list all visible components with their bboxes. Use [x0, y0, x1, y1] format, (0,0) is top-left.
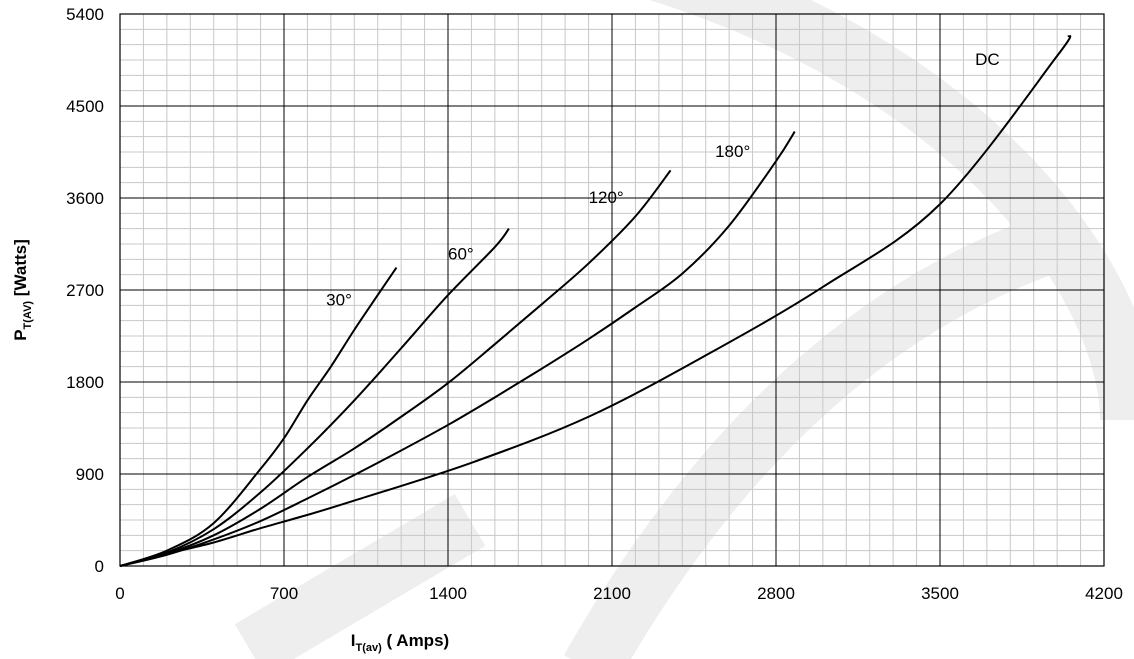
series-label-180: 180°: [715, 142, 750, 161]
x-axis-title: IT(av) ( Amps): [351, 631, 449, 654]
plot-frame: [119, 13, 1105, 567]
x-tick-label: 700: [270, 584, 298, 603]
x-tick-label: 3500: [921, 584, 959, 603]
y-tick-label: 2700: [66, 281, 104, 300]
y-axis-tick-labels: 0 900 1800 2700 3600 4500 5400: [66, 5, 104, 576]
series-label-30: 30°: [326, 290, 352, 309]
x-tick-label: 0: [115, 584, 124, 603]
x-tick-label: 2100: [593, 584, 631, 603]
series-labels: 30° 60° 120° 180° DC: [326, 50, 1000, 309]
x-axis-tick-labels: 0 700 1400 2100 2800 3500 4200: [115, 584, 1123, 603]
series-layer: [119, 34, 1072, 567]
series-line-30: [119, 266, 398, 567]
series-label-120: 120°: [589, 188, 624, 207]
x-tick-label: 2800: [757, 584, 795, 603]
y-tick-label: 5400: [66, 5, 104, 24]
y-tick-label: 1800: [66, 373, 104, 392]
series-label-dc: DC: [975, 50, 1000, 69]
x-tick-label: 4200: [1085, 584, 1123, 603]
x-tick-label: 1400: [429, 584, 467, 603]
plot-area: 30° 60° 120° 180° DC: [119, 13, 1105, 567]
series-line-dc: [119, 34, 1072, 567]
series-label-60: 60°: [448, 244, 474, 263]
series-line-120: [119, 169, 672, 567]
watermark-logo: [234, 0, 1134, 659]
y-tick-label: 0: [95, 557, 104, 576]
y-tick-label: 900: [76, 465, 104, 484]
y-tick-label: 4500: [66, 97, 104, 116]
y-tick-label: 3600: [66, 189, 104, 208]
series-line-60: [119, 228, 510, 567]
y-axis-title: PT(AV) [Watts]: [11, 239, 34, 341]
series-line-180: [119, 131, 796, 567]
